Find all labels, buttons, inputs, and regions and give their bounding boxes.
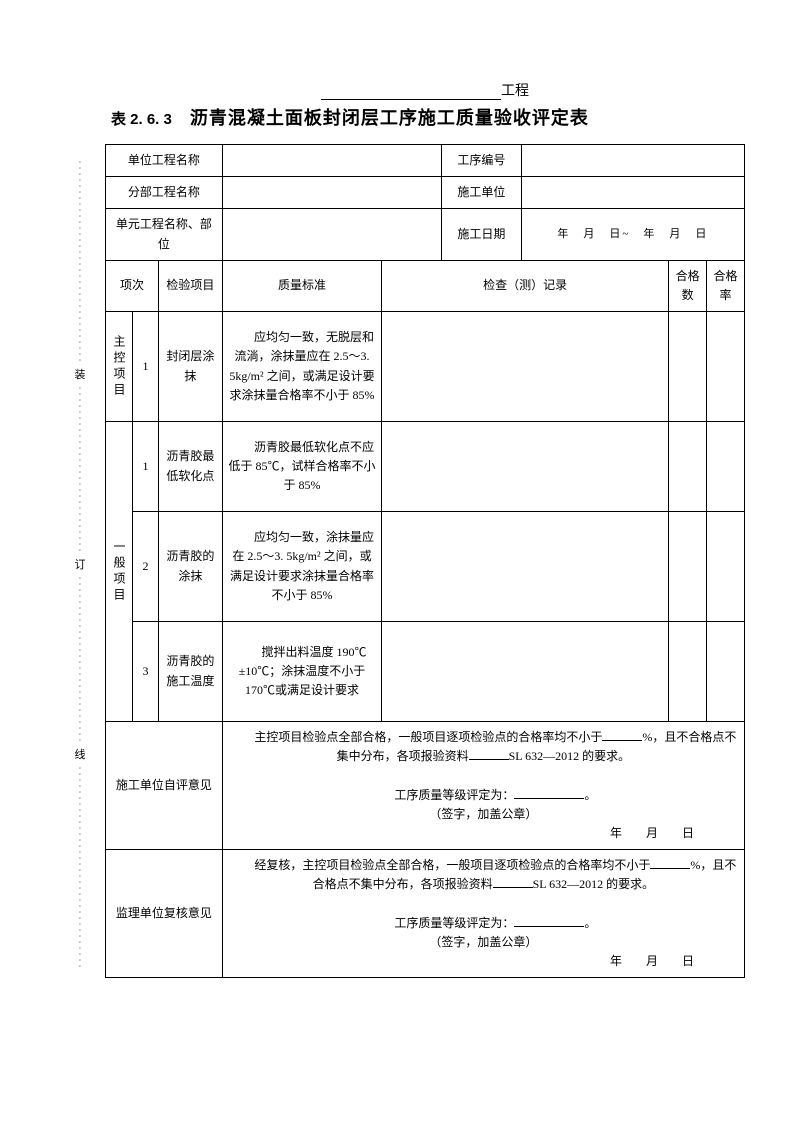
- division-project-name-value[interactable]: [222, 177, 441, 209]
- so-date: 年 月 日: [227, 952, 740, 971]
- binding-char-1: 装: [70, 364, 90, 386]
- g3-no: 3: [133, 622, 159, 722]
- m1-std: 应均匀一致，无脱层和流淌，涂抹量应在 2.5～3. 5kg/m² 之间，或满足设…: [222, 312, 382, 422]
- m1-item: 封闭层涂抹: [158, 312, 222, 422]
- col-quality-standard: 质量标准: [222, 260, 382, 311]
- supervision-opinion-label: 监理单位复核意见: [106, 850, 223, 978]
- general-label: 一般项目: [110, 540, 128, 604]
- g3-pass-count[interactable]: [669, 622, 707, 722]
- m1-record[interactable]: [382, 312, 669, 422]
- binding-margin: ·································· 装 ···…: [70, 160, 90, 990]
- co-blank-grade[interactable]: [514, 787, 584, 799]
- binding-char-3: 线: [70, 744, 90, 766]
- binding-dots: ··································: [70, 160, 90, 364]
- binding-dots: ····························: [70, 576, 90, 744]
- co-date: 年 月 日: [227, 824, 740, 843]
- title-row: 表 2. 6. 3 沥青混凝土面板封闭层工序施工质量验收评定表: [105, 104, 745, 130]
- g1-std: 沥青胶最低软化点不应低于 85℃，试样合格率不小于 85%: [222, 422, 382, 512]
- m1-pass-count[interactable]: [669, 312, 707, 422]
- unit-project-name-value[interactable]: [222, 145, 441, 177]
- construction-opinion-content[interactable]: 主控项目检验点全部合格，一般项目逐项检验点的合格率均不小于%，且不合格点不集中分…: [222, 722, 744, 850]
- g1-pass-count[interactable]: [669, 422, 707, 512]
- general-row-3: 3 沥青胶的施工温度 搅拌出料温度 190℃±10℃；涂抹温度不小于 170℃或…: [106, 622, 745, 722]
- g1-item: 沥青胶最低软化点: [158, 422, 222, 512]
- table-number: 表 2. 6. 3: [111, 108, 172, 129]
- construction-opinion-row: 施工单位自评意见 主控项目检验点全部合格，一般项目逐项检验点的合格率均不小于%，…: [106, 722, 745, 850]
- process-no-value[interactable]: [521, 145, 744, 177]
- g1-record[interactable]: [382, 422, 669, 512]
- project-suffix: 工程: [501, 84, 529, 99]
- header-row-3: 单元工程名称、部位 施工日期 年 月 日~ 年 月 日: [106, 209, 745, 260]
- general-row-2: 2 沥青胶的涂抹 应均匀一致，涂抹量应在 2.5～3. 5kg/m² 之间，或满…: [106, 512, 745, 622]
- co-blank-materials[interactable]: [469, 748, 509, 760]
- g3-record[interactable]: [382, 622, 669, 722]
- element-project-value[interactable]: [222, 209, 441, 260]
- column-header-row: 项次 检验项目 质量标准 检查（测）记录 合格数 合格率: [106, 260, 745, 311]
- g3-item: 沥青胶的施工温度: [158, 622, 222, 722]
- project-line: 工程: [105, 80, 745, 100]
- m1-pass-rate[interactable]: [707, 312, 745, 422]
- header-row-2: 分部工程名称 施工单位: [106, 177, 745, 209]
- unit-project-name-label: 单位工程名称: [106, 145, 223, 177]
- so-line1a: 经复核，主控项目检验点全部合格，一般项目逐项检验点的合格率均不小于: [254, 858, 650, 872]
- construction-unit-value[interactable]: [521, 177, 744, 209]
- g1-pass-rate[interactable]: [707, 422, 745, 512]
- g2-no: 2: [133, 512, 159, 622]
- g3-pass-rate[interactable]: [707, 622, 745, 722]
- so-line1c: SL 632—2012 的要求。: [533, 877, 655, 891]
- co-line2: 工序质量等级评定为：: [394, 788, 514, 802]
- col-inspection-record: 检查（测）记录: [382, 260, 669, 311]
- construction-date-value[interactable]: 年 月 日~ 年 月 日: [521, 209, 744, 260]
- element-project-label: 单元工程名称、部位: [106, 209, 223, 260]
- main-control-label: 主控项目: [110, 335, 128, 399]
- co-blank-percent[interactable]: [602, 729, 642, 741]
- project-blank: [321, 86, 501, 100]
- g2-record[interactable]: [382, 512, 669, 622]
- supervision-opinion-content[interactable]: 经复核，主控项目检验点全部合格，一般项目逐项检验点的合格率均不小于%，且不合格点…: [222, 850, 744, 978]
- col-item-no: 项次: [106, 260, 159, 311]
- m1-no: 1: [133, 312, 159, 422]
- co-line1c: SL 632—2012 的要求。: [509, 749, 631, 763]
- binding-dots: ··································: [70, 766, 90, 970]
- g1-no: 1: [133, 422, 159, 512]
- construction-date-label: 施工日期: [441, 209, 521, 260]
- process-no-label: 工序编号: [441, 145, 521, 177]
- g2-pass-count[interactable]: [669, 512, 707, 622]
- g3-std: 搅拌出料温度 190℃±10℃；涂抹温度不小于 170℃或满足设计要求: [222, 622, 382, 722]
- so-blank-materials[interactable]: [493, 876, 533, 888]
- evaluation-table: 单位工程名称 工序编号 分部工程名称 施工单位 单元工程名称、部位 施工日期 年…: [105, 144, 745, 978]
- page-content: 工程 表 2. 6. 3 沥青混凝土面板封闭层工序施工质量验收评定表 单位工程名…: [105, 80, 745, 978]
- construction-unit-label: 施工单位: [441, 177, 521, 209]
- so-line2: 工序质量等级评定为：: [394, 916, 514, 930]
- co-sig: （签字，加盖公章）: [227, 805, 740, 824]
- table-title: 沥青混凝土面板封闭层工序施工质量验收评定表: [190, 104, 589, 130]
- g2-std: 应均匀一致，涂抹量应在 2.5～3. 5kg/m² 之间，或满足设计要求涂抹量合…: [222, 512, 382, 622]
- so-sig: （签字，加盖公章）: [227, 933, 740, 952]
- header-row-1: 单位工程名称 工序编号: [106, 145, 745, 177]
- so-blank-grade[interactable]: [514, 915, 584, 927]
- co-line1a: 主控项目检验点全部合格，一般项目逐项检验点的合格率均不小于: [254, 730, 602, 744]
- division-project-name-label: 分部工程名称: [106, 177, 223, 209]
- supervision-opinion-row: 监理单位复核意见 经复核，主控项目检验点全部合格，一般项目逐项检验点的合格率均不…: [106, 850, 745, 978]
- col-pass-rate: 合格率: [707, 260, 745, 311]
- main-control-row-1: 主控项目 1 封闭层涂抹 应均匀一致，无脱层和流淌，涂抹量应在 2.5～3. 5…: [106, 312, 745, 422]
- so-blank-percent[interactable]: [650, 857, 690, 869]
- col-inspection-item: 检验项目: [158, 260, 222, 311]
- general-row-1: 一般项目 1 沥青胶最低软化点 沥青胶最低软化点不应低于 85℃，试样合格率不小…: [106, 422, 745, 512]
- binding-char-2: 订: [70, 554, 90, 576]
- col-pass-count: 合格数: [669, 260, 707, 311]
- g2-pass-rate[interactable]: [707, 512, 745, 622]
- construction-opinion-label: 施工单位自评意见: [106, 722, 223, 850]
- g2-item: 沥青胶的涂抹: [158, 512, 222, 622]
- binding-dots: ····························: [70, 386, 90, 554]
